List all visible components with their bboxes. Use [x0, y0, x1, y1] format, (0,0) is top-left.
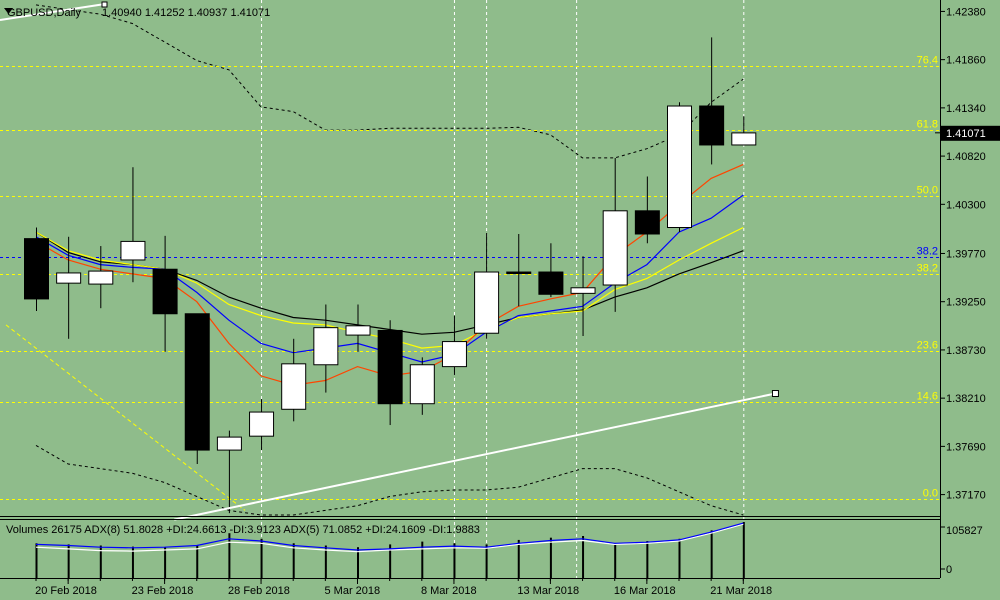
candles[interactable] — [24, 37, 757, 514]
bear-candle[interactable] — [377, 329, 403, 405]
bull-candle[interactable] — [602, 210, 628, 286]
price-tick-label: 1.37690 — [946, 441, 986, 453]
lower-band-line — [35, 444, 744, 516]
price-tick-label: 1.40820 — [946, 151, 986, 163]
ohlc-label: 1.40940 1.41252 1.40937 1.41071 — [102, 7, 270, 19]
current-price-label: 1.41071 — [946, 128, 986, 140]
fib-level-label: 0.0 — [923, 488, 938, 500]
bear-candle[interactable] — [152, 268, 178, 315]
trendline-layer[interactable] — [0, 1, 941, 521]
fib-level-label: 38.2 — [917, 263, 938, 275]
fib-level-label: 50.0 — [917, 185, 938, 197]
trendline-handle[interactable] — [101, 1, 108, 8]
current-price-box — [941, 125, 1000, 141]
trendline-handle[interactable] — [771, 390, 779, 398]
bull-candle[interactable] — [345, 325, 371, 336]
envelope-bands — [5, 4, 744, 516]
fib-level-label: 61.8 — [917, 119, 938, 131]
bull-candle[interactable] — [281, 363, 307, 410]
fib-level-label: 23.6 — [917, 340, 938, 352]
white-trendline[interactable] — [174, 392, 776, 521]
time-tick-label: 28 Feb 2018 — [228, 585, 290, 597]
time-tick-label: 13 Mar 2018 — [517, 585, 579, 597]
bull-candle[interactable] — [667, 105, 692, 229]
blue-level-label: 38.2 — [917, 246, 938, 258]
adx-blue-line — [35, 522, 744, 551]
time-tick-label: 23 Feb 2018 — [132, 585, 194, 597]
bull-candle[interactable] — [409, 364, 435, 405]
fib-level-label: 76.4 — [917, 55, 938, 67]
price-tick-label: 1.40300 — [946, 199, 986, 211]
price-tick-label: 1.38210 — [946, 393, 986, 405]
symbol-label: GBPUSD,Daily — [7, 7, 81, 19]
time-tick-label: 21 Mar 2018 — [710, 585, 772, 597]
bull-candle[interactable] — [313, 327, 339, 366]
collapse-arrow-icon[interactable] — [4, 8, 13, 14]
bear-candle[interactable] — [538, 271, 564, 295]
bear-candle[interactable] — [506, 271, 532, 275]
diagonal-dashed-line — [5, 324, 246, 511]
volume-min-label: 0 — [946, 564, 952, 576]
adx-white-line — [35, 523, 744, 553]
fib-level-label: 14.6 — [917, 391, 938, 403]
bear-candle[interactable] — [634, 210, 660, 235]
indicator-label: Volumes 26175 ADX(8) 51.8028 +DI:24.6613… — [6, 524, 480, 536]
price-axis: 1.42380 1.41860 1.41340 1.40820 1.40300 1.397… — [940, 6, 986, 502]
bear-candle[interactable] — [699, 105, 725, 146]
price-tick-label: 1.37170 — [946, 490, 986, 502]
volume-panel — [35, 522, 945, 578]
bull-candle[interactable] — [120, 240, 146, 261]
price-tick-label: 1.42380 — [946, 6, 986, 18]
bull-candle[interactable] — [56, 272, 82, 284]
bear-candle[interactable] — [24, 238, 49, 300]
price-tick-label: 1.38730 — [946, 345, 986, 357]
top-trendline[interactable] — [0, 3, 106, 21]
time-tick-label: 8 Mar 2018 — [421, 585, 477, 597]
price-tick-label: 1.39770 — [946, 248, 986, 260]
bull-candle[interactable] — [570, 287, 596, 294]
time-tick-label: 20 Feb 2018 — [35, 585, 97, 597]
bull-candle[interactable] — [441, 341, 467, 368]
time-tick-label: 16 Mar 2018 — [614, 585, 676, 597]
price-tick-label: 1.39250 — [946, 297, 986, 309]
bull-candle[interactable] — [249, 411, 275, 437]
bull-candle[interactable] — [216, 436, 242, 451]
volume-max-label: 105827 — [946, 525, 983, 537]
bull-candle[interactable] — [474, 271, 500, 334]
price-tick-label: 1.41340 — [946, 103, 986, 115]
bull-candle[interactable] — [88, 270, 114, 285]
bull-candle[interactable] — [731, 132, 757, 146]
time-tick-label: 5 Mar 2018 — [325, 585, 381, 597]
time-axis: 20 Feb 2018 23 Feb 2018 28 Feb 2018 5 Mar 2… — [35, 578, 772, 597]
bear-candle[interactable] — [184, 313, 210, 451]
price-tick-label: 1.41860 — [946, 55, 986, 67]
